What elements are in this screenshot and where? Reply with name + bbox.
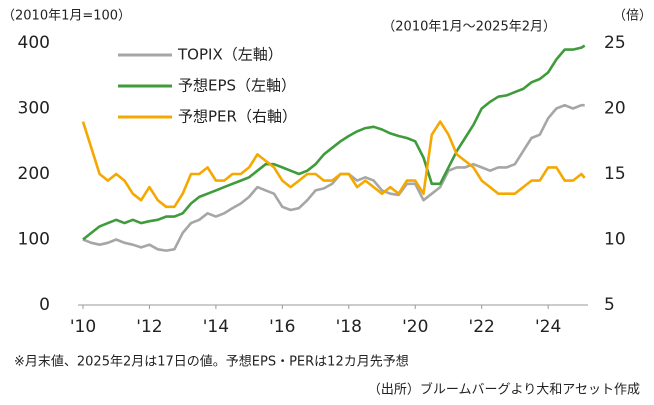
y2-tick-label: 5 [604, 295, 615, 315]
source: （出所）ブルームバーグより大和アセット作成 [368, 382, 640, 398]
x-tick-label: '14 [203, 317, 229, 337]
x-tick-label: '16 [269, 317, 295, 337]
series-line [82, 44, 586, 241]
y-axis-label: （2010年1月=100） [2, 9, 131, 24]
y2-tick-label: 25 [604, 33, 626, 53]
x-tick-label: '22 [469, 317, 495, 337]
legend-label: 予想PER（右軸） [178, 108, 297, 126]
y2-tick-label: 15 [604, 164, 626, 184]
legend-label: 予想EPS（左軸） [178, 77, 296, 95]
legend-label: TOPIX（左軸） [177, 46, 283, 64]
y-tick-label: 100 [18, 230, 50, 250]
y-tick-label: 400 [18, 33, 50, 53]
x-tick-label: '20 [402, 317, 428, 337]
y-tick-label: 300 [18, 99, 50, 119]
note: ※月末値、2025年2月は17日の値。予想EPS・PERは12カ月先予想 [14, 354, 409, 370]
y-tick-label: 0 [39, 295, 50, 315]
y-tick-label: 200 [18, 164, 50, 184]
y2-axis-label: （倍） [613, 9, 652, 24]
x-tick-label: '10 [70, 317, 96, 337]
x-tick-label: '24 [535, 317, 561, 337]
x-tick-label: '18 [336, 317, 362, 337]
subtitle: （2010年1月～2025年2月） [382, 20, 556, 35]
y2-tick-label: 10 [604, 230, 626, 250]
series-line [81, 120, 586, 209]
y2-tick-label: 20 [604, 99, 626, 119]
x-tick-label: '12 [136, 317, 162, 337]
